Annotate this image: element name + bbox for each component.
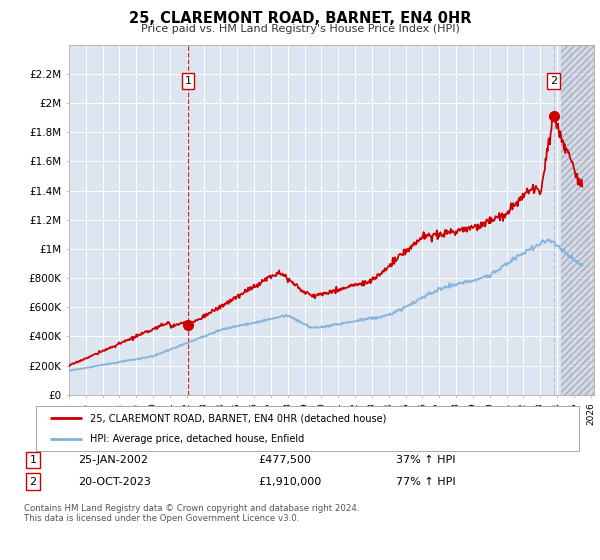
Text: HPI: Average price, detached house, Enfield: HPI: Average price, detached house, Enfi…	[91, 433, 305, 444]
Text: 1: 1	[29, 455, 37, 465]
Text: 20-OCT-2023: 20-OCT-2023	[78, 477, 151, 487]
Text: Contains HM Land Registry data © Crown copyright and database right 2024.
This d: Contains HM Land Registry data © Crown c…	[24, 504, 359, 524]
Text: 25, CLAREMONT ROAD, BARNET, EN4 0HR (detached house): 25, CLAREMONT ROAD, BARNET, EN4 0HR (det…	[91, 413, 386, 423]
Text: £1,910,000: £1,910,000	[258, 477, 321, 487]
Text: Price paid vs. HM Land Registry's House Price Index (HPI): Price paid vs. HM Land Registry's House …	[140, 24, 460, 34]
Bar	[561, 45, 594, 395]
Text: 25-JAN-2002: 25-JAN-2002	[78, 455, 148, 465]
Text: 1: 1	[184, 76, 191, 86]
Text: 77% ↑ HPI: 77% ↑ HPI	[396, 477, 455, 487]
Text: 2: 2	[29, 477, 37, 487]
Text: 2: 2	[550, 76, 557, 86]
Text: 25, CLAREMONT ROAD, BARNET, EN4 0HR: 25, CLAREMONT ROAD, BARNET, EN4 0HR	[129, 11, 471, 26]
Text: 37% ↑ HPI: 37% ↑ HPI	[396, 455, 455, 465]
Bar	[561, 45, 594, 395]
Text: £477,500: £477,500	[258, 455, 311, 465]
